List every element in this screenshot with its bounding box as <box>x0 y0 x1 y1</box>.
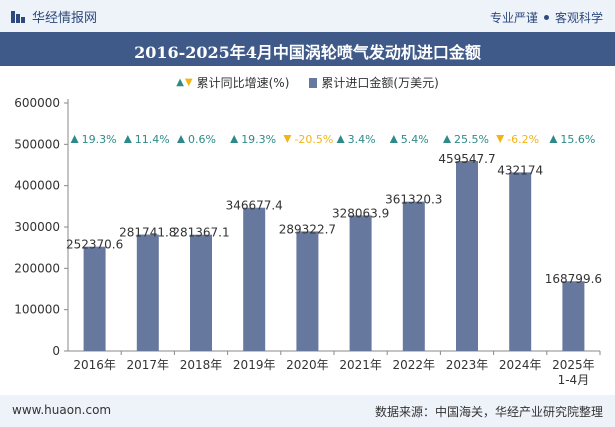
growth-up-marker <box>123 135 132 143</box>
legend-label-amount: 累计进口金额(万美元) <box>321 76 439 90</box>
x-tick-label: 2017年 <box>127 358 170 372</box>
website-link[interactable]: www.huaon.com <box>12 403 112 417</box>
bar <box>83 246 106 351</box>
bar <box>243 207 266 351</box>
y-tick-label: 200000 <box>14 261 60 275</box>
growth-up-marker <box>443 135 451 143</box>
bar-value-label: 281741.8 <box>119 226 176 240</box>
bar-value-label: 432174 <box>497 163 543 177</box>
bar-chart: 0 100000 200000 300000 400000 500000 600000 201… <box>14 96 602 387</box>
growth-value-label: 15.6% <box>560 133 595 146</box>
growth-value-label: 19.3% <box>82 133 117 146</box>
bar <box>509 172 532 351</box>
bar-value-label: 346677.4 <box>226 199 283 213</box>
legend-label-growth: 累计同比增速(%) <box>196 76 290 90</box>
legend: ▲ ▼ 累计同比增速(%) 累计进口金额(万美元) <box>0 74 615 91</box>
legend-item-growth[interactable]: ▲ ▼ 累计同比增速(%) <box>176 74 289 91</box>
brand[interactable]: 华经情报网 <box>10 7 97 26</box>
y-tick-label: 600000 <box>14 96 60 110</box>
growth-value-label: 3.4% <box>348 133 376 146</box>
brand-name: 华经情报网 <box>32 11 98 26</box>
growth-up-marker <box>230 135 239 143</box>
x-tick-label: 2018年 <box>180 358 223 372</box>
logo-icon <box>11 10 25 23</box>
tagline-left: 专业严谨 <box>489 11 538 25</box>
tagline-right: 客观科学 <box>554 11 603 25</box>
y-tick-label: 500000 <box>14 137 60 151</box>
chart-title: 2016-2025年4月中国涡轮喷气发动机进口金额 <box>134 43 481 62</box>
growth-value-label: 25.5% <box>454 133 489 146</box>
growth-up-marker <box>389 135 398 143</box>
bar-value-label: 252370.6 <box>66 238 123 252</box>
x-tick-label: 2019年 <box>233 358 276 372</box>
bar-value-label: 328063.9 <box>332 206 389 220</box>
legend-item-amount[interactable]: 累计进口金额(万美元) <box>309 74 439 91</box>
growth-value-label: 19.3% <box>241 133 276 146</box>
x-tick-label: 2020年 <box>286 358 329 372</box>
bar <box>456 161 478 351</box>
dot-icon <box>543 15 549 20</box>
bar-value-label: 361320.3 <box>385 193 442 207</box>
growth-value-label: 5.4% <box>401 133 429 146</box>
legend-swatch-amount <box>309 77 318 88</box>
bar-value-label: 459547.7 <box>438 152 495 166</box>
x-tick-label: 1-4月 <box>558 373 590 387</box>
growth-up-marker <box>549 135 558 143</box>
growth-up-marker <box>70 135 79 143</box>
footer: www.huaon.com 数据来源：中国海关，华经产业研究院整理 <box>0 395 615 427</box>
growth-down-marker <box>496 135 505 143</box>
triangle-down-icon: ▼ <box>184 77 193 88</box>
title-bar: 2016-2025年4月中国涡轮喷气发动机进口金额 <box>0 32 615 66</box>
growth-value-label: -6.2% <box>507 133 539 146</box>
triangle-up-icon: ▲ <box>176 77 184 88</box>
bar <box>136 234 159 351</box>
x-tick-label: 2022年 <box>393 358 436 372</box>
bar <box>402 201 425 351</box>
bar <box>349 215 372 351</box>
y-tick-label: 100000 <box>14 303 60 317</box>
bar <box>562 281 585 351</box>
x-tick-label: 2016年 <box>73 358 116 372</box>
top-bar: 华经情报网 专业严谨 客观科学 <box>0 0 615 32</box>
x-tick-label: 2024年 <box>499 358 542 372</box>
y-tick-label: 400000 <box>14 179 60 193</box>
bar <box>296 231 319 351</box>
growth-down-marker <box>283 135 292 143</box>
growth-value-label: 0.6% <box>188 133 216 146</box>
bar-value-label: 168799.6 <box>545 272 602 286</box>
bar <box>190 234 212 351</box>
y-tick-label: 300000 <box>14 220 60 234</box>
growth-up-marker <box>336 135 345 143</box>
x-tick-label: 2023年 <box>446 358 489 372</box>
growth-value-label: 11.4% <box>135 133 170 146</box>
growth-up-marker <box>177 135 185 143</box>
bar-value-label: 281367.1 <box>172 226 229 240</box>
tagline: 专业严谨 客观科学 <box>490 9 603 26</box>
y-tick-label: 0 <box>52 344 60 358</box>
growth-value-label: -20.5% <box>294 133 333 146</box>
bar-value-label: 289322.7 <box>279 222 336 236</box>
x-tick-label: 2021年 <box>339 358 382 372</box>
data-source: 数据来源：中国海关，华经产业研究院整理 <box>374 405 603 419</box>
x-tick-label: 2025年 <box>552 358 595 372</box>
